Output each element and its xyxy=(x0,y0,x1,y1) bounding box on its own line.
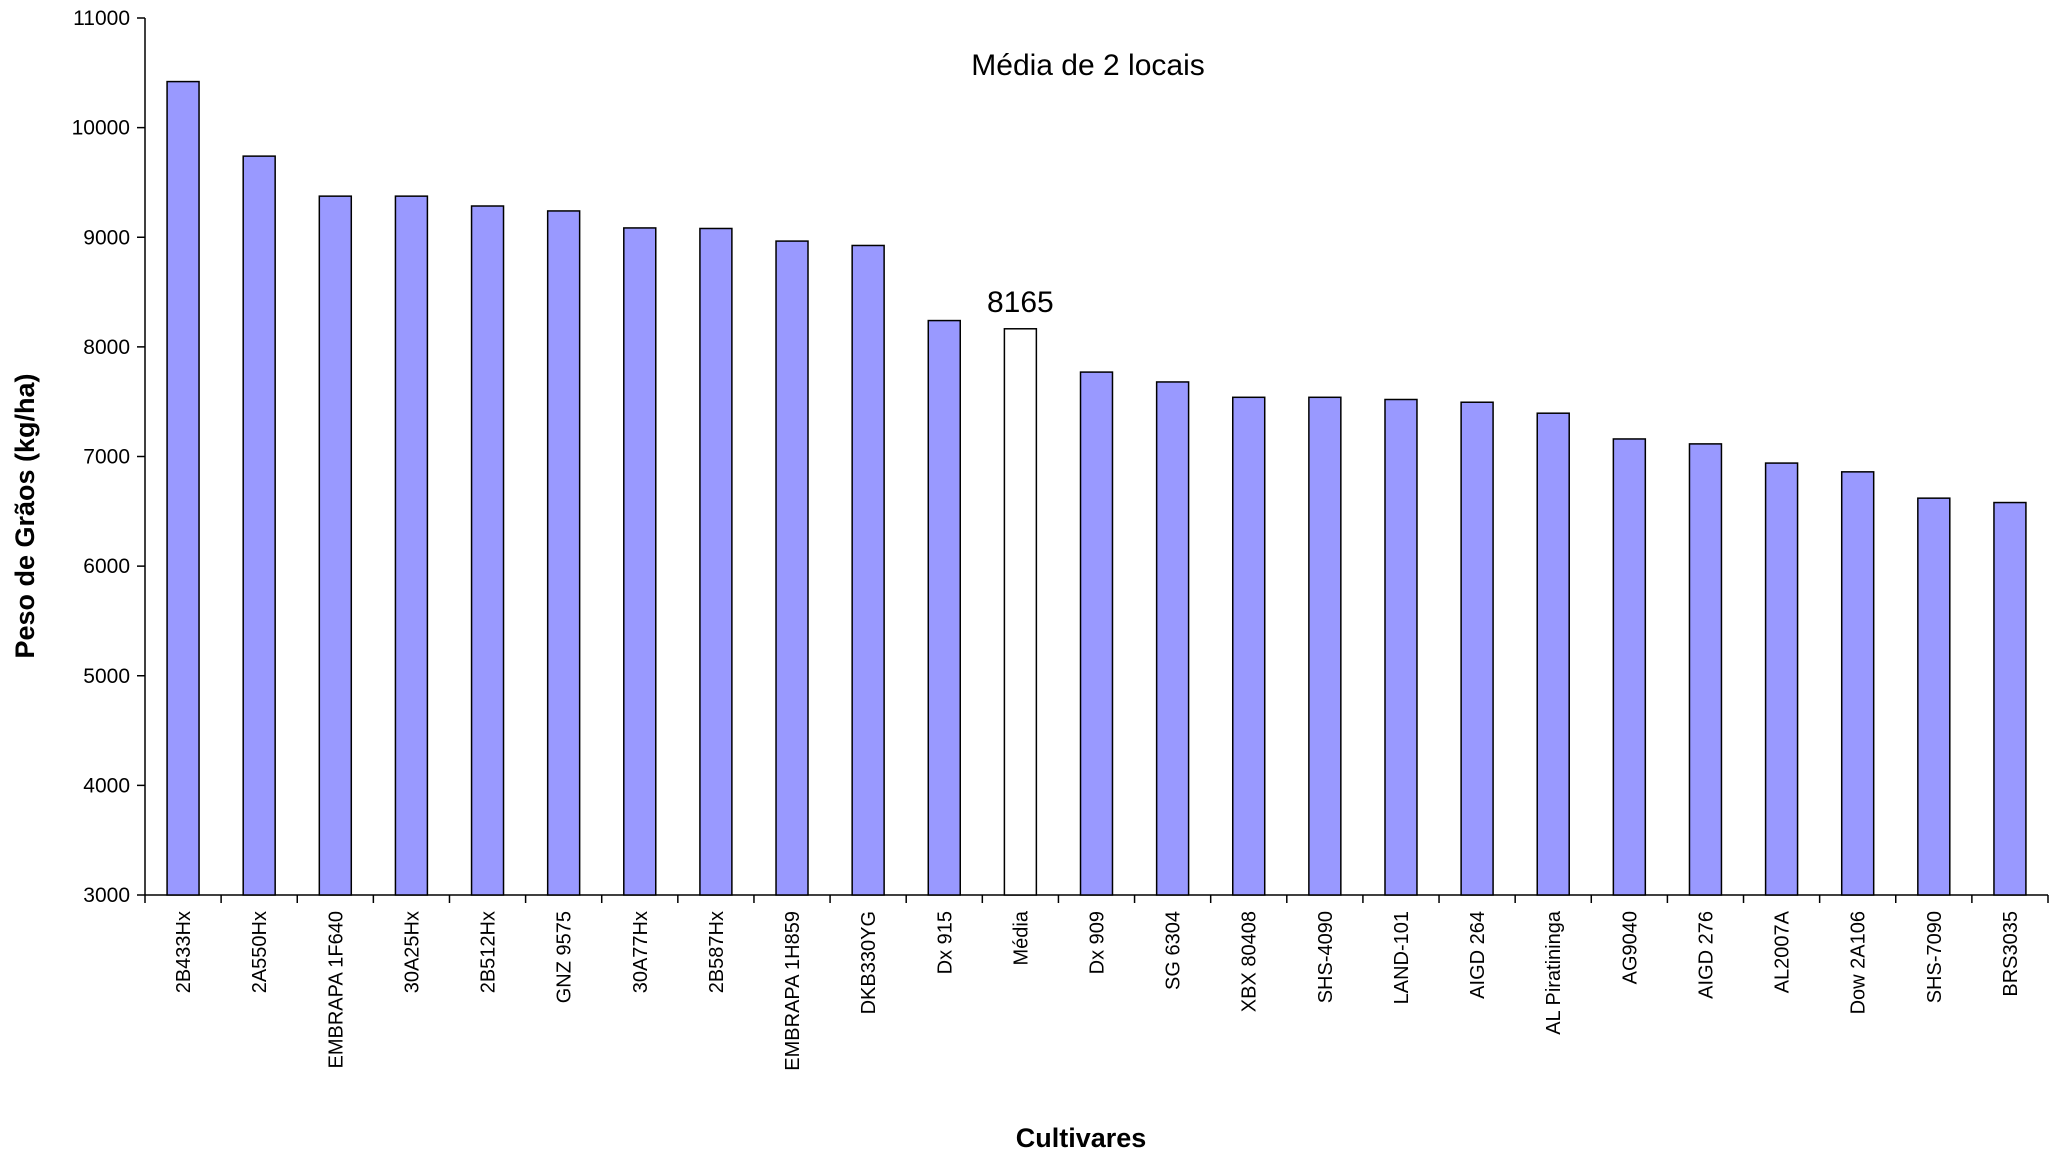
x-tick-label: XBX 80408 xyxy=(1239,911,1261,1012)
x-tick-label: AG9040 xyxy=(1619,911,1641,984)
x-tick-label: 2B433Hx xyxy=(173,911,195,993)
y-tick-label: 5000 xyxy=(83,665,130,688)
x-tick-label: SHS-7090 xyxy=(1924,911,1946,1003)
x-tick-label: SG 6304 xyxy=(1163,911,1185,990)
bar-m-dia xyxy=(1003,328,1038,896)
x-tick-label: AL2007A xyxy=(1772,910,1794,993)
x-tick-label: EMBRAPA 1H859 xyxy=(782,911,804,1071)
x-tick-label: AL Piratininga xyxy=(1543,910,1565,1035)
x-tick-label: Dow 2A106 xyxy=(1848,911,1870,1014)
x-tick-label: 2B587Hx xyxy=(706,911,728,993)
y-tick-label: 11000 xyxy=(73,7,130,30)
y-tick-label: 4000 xyxy=(83,774,130,797)
x-tick-label: AIGD 276 xyxy=(1695,911,1717,999)
x-tick-label: SHS-4090 xyxy=(1315,911,1337,1003)
y-tick-label: 7000 xyxy=(83,446,130,469)
data-label-m-dia: 8165 xyxy=(987,286,1054,319)
bar-land-101 xyxy=(1384,398,1418,896)
y-tick-label: 6000 xyxy=(83,555,130,578)
bar-aigd-276 xyxy=(1688,443,1723,896)
bar-30a25hx xyxy=(394,195,429,896)
x-tick-label: AIGD 264 xyxy=(1467,911,1489,999)
bar-dkb330yg xyxy=(851,244,885,896)
bar-2b587hx xyxy=(699,227,733,896)
x-tick-label: Dx 915 xyxy=(934,911,956,974)
bar-embrapa-1f640 xyxy=(318,195,353,896)
y-tick-label: 3000 xyxy=(83,884,130,907)
bars xyxy=(166,80,2027,896)
y-tick-label: 8000 xyxy=(83,336,130,359)
x-tick-label: 30A25Hx xyxy=(401,911,423,993)
x-tick-label: LAND-101 xyxy=(1391,911,1413,1004)
bar-shs-7090 xyxy=(1917,497,1951,896)
y-axis: 3000 4000 5000 6000 7000 8000 9000 10000 11000 xyxy=(72,7,146,907)
x-tick-label: Dx 909 xyxy=(1087,911,1109,974)
x-tick-label: 2A550Hx xyxy=(249,911,271,993)
x-tick-label: DKB330YG xyxy=(858,911,880,1014)
x-tick-label: EMBRAPA 1F640 xyxy=(325,911,347,1068)
bar-dx-915 xyxy=(927,319,961,896)
chart-title: Média de 2 locais xyxy=(971,49,1204,82)
x-tick-label: 2B512Hx xyxy=(478,911,500,993)
bar-dx-909 xyxy=(1079,371,1114,896)
bar-aigd-264 xyxy=(1460,401,1494,896)
data-labels: 8165 xyxy=(987,286,1054,319)
y-axis-title: Peso de Grãos (kg/ha) xyxy=(10,373,40,658)
bar-al-piratininga xyxy=(1536,412,1570,896)
y-tick-label: 9000 xyxy=(83,226,130,249)
x-tick-label: 30A77Hx xyxy=(630,911,652,993)
x-tick-label: BRS3035 xyxy=(2000,911,2022,997)
bar-30a77hx xyxy=(623,227,657,896)
bar-brs3035 xyxy=(1993,501,2027,896)
bar-shs-4090 xyxy=(1308,396,1342,896)
bar-ag9040 xyxy=(1612,438,1647,896)
bar-xbx-80408 xyxy=(1232,396,1266,896)
bar-embrapa-1h859 xyxy=(775,240,809,896)
bar-sg-6304 xyxy=(1155,381,1190,896)
x-axis-title: Cultivares xyxy=(1016,1123,1147,1151)
x-tick-label: GNZ 9575 xyxy=(554,911,576,1003)
bar-2a550hx xyxy=(242,155,276,896)
bar-dow-2a106 xyxy=(1840,471,1875,896)
x-tick-label: Média xyxy=(1010,910,1032,965)
x-axis: 2B433Hx 2A550Hx EMBRAPA 1F640 30A25Hx 2B512H… xyxy=(144,894,2049,1071)
bar-gnz-9575 xyxy=(546,210,581,896)
bar-2b433hx xyxy=(166,80,200,896)
bar-al2007a xyxy=(1764,462,1799,896)
y-tick-label: 10000 xyxy=(72,117,130,140)
bar-2b512hx xyxy=(470,205,505,896)
